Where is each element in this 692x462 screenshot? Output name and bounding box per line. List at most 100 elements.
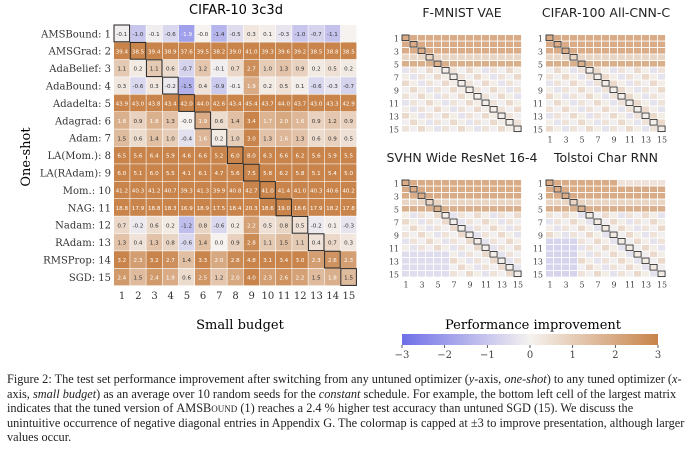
main-cell-label: 1.6 xyxy=(198,136,207,142)
main-cell-label: 2.4 xyxy=(150,276,159,282)
main-heatmap-cell xyxy=(211,216,227,234)
small-heatmap-cell xyxy=(618,41,626,48)
main-cell-label: 38.8 xyxy=(326,49,339,55)
main-row-label: Mom.: 10 xyxy=(63,186,111,197)
small-heatmap-cell xyxy=(594,113,602,119)
small-heatmap-cell xyxy=(554,258,562,264)
main-heatmap-cell xyxy=(227,199,243,216)
small-diagonal-outline xyxy=(513,270,522,278)
main-heatmap-cell xyxy=(130,216,146,234)
small-heatmap-cell xyxy=(458,238,466,245)
small-heatmap-cell xyxy=(474,126,482,132)
main-x-tick: 14 xyxy=(326,291,339,302)
main-cell-label: 5.8 xyxy=(263,171,272,177)
small-x-tick: 9 xyxy=(611,281,616,290)
main-cell-label: -0.1 xyxy=(230,84,241,90)
main-heatmap-cell xyxy=(259,129,276,147)
small-heatmap-cell xyxy=(578,225,586,232)
small-heatmap-cell xyxy=(658,87,666,93)
small-heatmap-cell xyxy=(546,258,554,264)
small-heatmap-cell xyxy=(658,74,666,80)
small-heatmap-cell xyxy=(514,251,522,258)
small-heatmap-cell xyxy=(466,264,474,271)
small-heatmap-cell xyxy=(506,180,514,186)
small-heatmap-cell xyxy=(498,264,506,271)
small-heatmap-cell xyxy=(474,225,482,232)
small-heatmap-cell xyxy=(482,100,490,106)
main-heatmap-cell xyxy=(259,199,276,216)
small-heatmap-cell xyxy=(426,206,434,212)
main-cell-label: 41.2 xyxy=(116,189,128,195)
small-heatmap-cell xyxy=(474,119,482,126)
small-heatmap-cell xyxy=(634,106,642,113)
main-heatmap-cell xyxy=(195,181,211,199)
small-heatmap-cell xyxy=(554,193,562,199)
small-heatmap-cell xyxy=(474,193,482,199)
main-cell-label: 2.0 xyxy=(279,119,288,125)
small-heatmap-cell xyxy=(650,251,658,258)
main-heatmap-cell xyxy=(276,233,292,251)
small-heatmap-cell xyxy=(474,206,482,212)
main-cell-label: 39.0 xyxy=(229,49,242,55)
small-heatmap-cell xyxy=(594,225,602,232)
small-y-tick: 1 xyxy=(538,34,543,43)
small-heatmap-cell xyxy=(578,67,586,74)
small-diagonal-outline xyxy=(505,264,514,271)
small-heatmap-cell xyxy=(578,119,586,126)
small-heatmap-cell xyxy=(626,48,634,54)
small-heatmap-cell xyxy=(450,264,458,271)
small-heatmap-cell xyxy=(506,199,514,206)
small-diagonal-outline xyxy=(593,73,602,81)
small-heatmap-cell xyxy=(586,271,594,277)
small-heatmap-cell xyxy=(602,74,610,80)
small-heatmap-cell xyxy=(650,271,658,277)
main-heatmap-cell xyxy=(146,181,162,199)
main-cell-label: 2.3 xyxy=(263,276,272,282)
small-heatmap-cell xyxy=(602,119,610,126)
small-heatmap-cell xyxy=(418,80,426,87)
small-heatmap-cell xyxy=(514,212,522,219)
main-x-tick: 13 xyxy=(310,291,323,302)
small-heatmap-cell xyxy=(418,119,426,126)
small-heatmap-cell xyxy=(546,264,554,271)
main-heatmap-cell xyxy=(259,233,276,251)
small-heatmap-cell xyxy=(466,232,474,238)
small-heatmap-cell xyxy=(402,258,410,264)
main-heatmap-cell xyxy=(276,94,292,112)
small-heatmap-cell xyxy=(482,106,490,113)
main-cell-label: 41.4 xyxy=(278,189,291,195)
main-cell-label: 0.2 xyxy=(344,67,353,73)
main-heatmap-cell xyxy=(178,251,195,268)
small-heatmap-cell xyxy=(474,271,482,277)
small-diagonal-outline xyxy=(449,218,458,226)
small-heatmap-cell xyxy=(634,206,642,212)
small-heatmap-cell xyxy=(458,180,466,186)
small-heatmap-cell xyxy=(458,126,466,132)
small-heatmap-cell xyxy=(602,41,610,48)
small-heatmap-cell xyxy=(426,264,434,271)
main-cell-label: -1.1 xyxy=(327,32,338,38)
small-heatmap-cell xyxy=(618,180,626,186)
small-heatmap-cell xyxy=(498,119,506,126)
small-heatmap-cell xyxy=(410,74,418,80)
small-heatmap-cell xyxy=(602,87,610,93)
main-cell-label: 39.5 xyxy=(197,49,210,55)
small-heatmap-cell xyxy=(578,126,586,132)
small-heatmap-cell xyxy=(650,106,658,113)
small-diagonal-outline xyxy=(409,41,418,48)
small-heatmap-cell xyxy=(610,199,618,206)
small-heatmap-cell xyxy=(602,93,610,100)
small-heatmap-cell xyxy=(570,199,578,206)
main-cell-label: 39.9 xyxy=(213,189,226,195)
small-heatmap-cell xyxy=(410,264,418,271)
small-heatmap-cell xyxy=(426,35,434,41)
small-heatmap-cell xyxy=(634,87,642,93)
small-heatmap-cell xyxy=(474,219,482,225)
small-heatmap-cell xyxy=(618,113,626,119)
main-cell-label: 4.6 xyxy=(182,154,191,160)
small-heatmap-cell xyxy=(570,219,578,225)
small-heatmap-cell xyxy=(626,54,634,61)
main-cell-label: 1.1 xyxy=(263,241,272,247)
main-heatmap-cell xyxy=(195,164,211,181)
small-heatmap-cell xyxy=(562,87,570,93)
